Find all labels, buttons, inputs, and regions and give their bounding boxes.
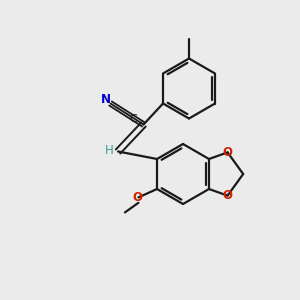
Text: C: C xyxy=(130,114,137,124)
Text: O: O xyxy=(223,146,232,159)
Text: O: O xyxy=(132,191,142,204)
Text: O: O xyxy=(223,189,232,202)
Text: N: N xyxy=(101,93,111,106)
Text: H: H xyxy=(105,143,113,157)
